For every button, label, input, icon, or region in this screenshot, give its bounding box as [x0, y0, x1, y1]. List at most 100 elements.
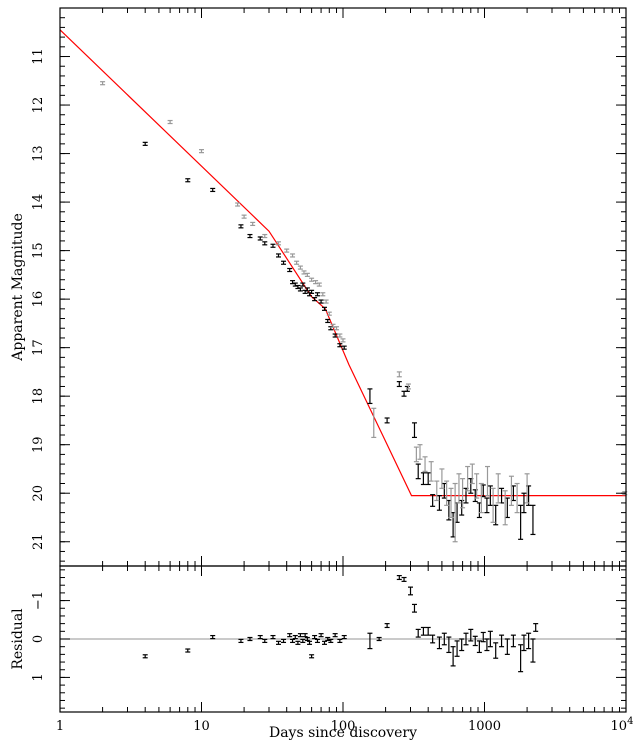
data-point: [210, 187, 216, 193]
data-point: [314, 638, 320, 644]
x-tick-label: 10: [193, 719, 210, 734]
data-point: [275, 640, 281, 645]
y-tick-label: 12: [31, 97, 46, 114]
data-point: [316, 282, 322, 287]
data-point: [314, 292, 320, 297]
data-point: [468, 628, 474, 642]
data-point: [332, 633, 338, 638]
data-point: [450, 646, 456, 667]
data-point: [417, 444, 423, 460]
data-point: [304, 636, 310, 642]
data-point: [484, 465, 490, 497]
data-point: [405, 383, 411, 390]
data-point: [441, 632, 447, 646]
y-tick-label: −1: [31, 591, 46, 610]
data-point: [463, 632, 469, 646]
y-tick-label: 20: [31, 485, 46, 502]
data-point: [526, 632, 532, 650]
data-point: [247, 233, 253, 239]
data-point: [287, 267, 293, 273]
data-point: [428, 461, 434, 482]
data-point: [401, 576, 407, 582]
y-tick-label: 21: [31, 533, 46, 550]
data-point: [411, 603, 417, 613]
data-point: [257, 634, 263, 640]
data-point: [300, 282, 306, 287]
data-point: [337, 343, 343, 348]
data-point: [487, 630, 493, 648]
y-tick-label: 1: [31, 673, 46, 681]
data-point: [413, 446, 419, 463]
data-point: [262, 233, 268, 239]
x-tick-label: 1000: [468, 719, 501, 734]
data-point: [304, 287, 310, 292]
data-point: [300, 638, 306, 644]
data-point: [142, 654, 148, 659]
data-point: [460, 478, 466, 509]
data-point: [425, 626, 431, 636]
data-point: [452, 482, 458, 543]
data-point: [430, 634, 436, 644]
data-point: [247, 636, 253, 642]
data-point: [290, 638, 296, 644]
data-point: [302, 633, 308, 638]
data-point: [238, 224, 244, 229]
data-point: [518, 504, 524, 540]
data-point: [411, 422, 417, 439]
data-point: [441, 482, 447, 499]
data-point: [297, 633, 303, 638]
data-point: [309, 289, 315, 294]
data-point: [337, 333, 343, 338]
data-point: [472, 635, 478, 647]
data-point: [337, 638, 343, 644]
data-point: [312, 297, 318, 302]
data-point: [341, 634, 347, 640]
data-point: [185, 648, 191, 653]
data-point: [484, 497, 490, 514]
data-point: [376, 636, 382, 642]
data-point: [340, 338, 346, 343]
data-point: [396, 381, 402, 388]
data-point: [504, 638, 510, 655]
x-tick-exponent: 4: [627, 716, 633, 727]
data-point: [478, 482, 484, 514]
data-point: [318, 633, 324, 638]
data-point: [284, 248, 290, 253]
data-point: [456, 473, 462, 504]
data-point: [281, 260, 287, 265]
y-tick-label: 16: [31, 291, 46, 308]
data-point: [210, 634, 216, 640]
data-point: [502, 490, 508, 526]
data-point: [290, 253, 296, 258]
data-point: [514, 482, 520, 514]
y-axis-title: Apparent Magnitude: [10, 213, 26, 361]
data-point: [384, 623, 390, 629]
data-point: [430, 494, 436, 507]
y-tick-label: 15: [31, 242, 46, 259]
data-point: [518, 644, 524, 673]
model-fit-line: [59, 29, 626, 497]
data-point: [185, 178, 191, 183]
data-point: [304, 272, 310, 277]
data-point: [508, 475, 514, 506]
data-point: [262, 241, 268, 246]
data-point: [295, 640, 301, 645]
data-point: [474, 473, 480, 499]
data-point: [448, 487, 454, 519]
data-point: [142, 141, 148, 146]
data-point: [420, 472, 426, 486]
data-point: [521, 492, 527, 514]
data-point: [235, 202, 241, 207]
data-point: [493, 504, 499, 526]
data-point: [415, 463, 421, 480]
data-point: [297, 265, 303, 270]
data-point: [320, 292, 326, 297]
data-point: [250, 221, 256, 227]
y-tick-label: 14: [31, 194, 46, 211]
data-point: [469, 463, 475, 485]
data-point: [446, 636, 452, 654]
data-point: [367, 388, 373, 405]
data-point: [371, 407, 377, 439]
data-point: [480, 631, 486, 643]
residual-panel: 1 10 100 1000 104 −1 0 1 Residual Days since disc…: [10, 565, 633, 741]
